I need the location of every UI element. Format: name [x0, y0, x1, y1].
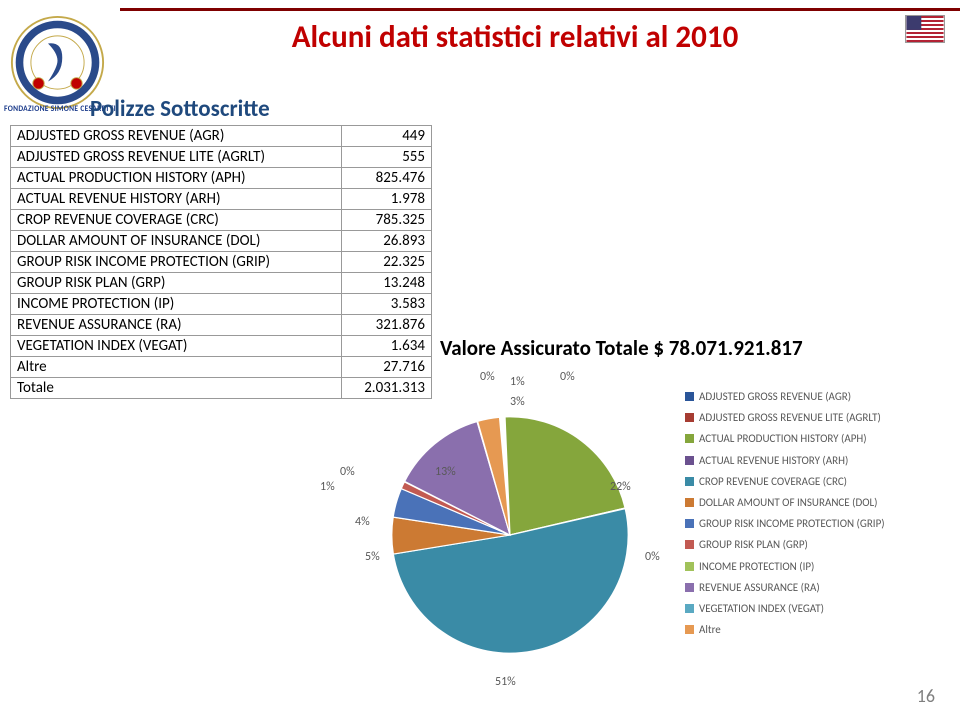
pie-percent-label: 0%: [560, 370, 575, 384]
row-label: CROP REVENUE COVERAGE (CRC): [11, 210, 342, 231]
header-rule: [120, 8, 960, 11]
pie-percent-label: 3%: [510, 395, 525, 409]
legend-label: GROUP RISK PLAN (GRP): [699, 538, 808, 551]
legend-label: CROP REVENUE COVERAGE (CRC): [699, 475, 847, 488]
row-value: 449: [342, 126, 432, 147]
row-value: 13.248: [342, 273, 432, 294]
legend-swatch: [685, 456, 694, 465]
legend-label: DOLLAR AMOUNT OF INSURANCE (DOL): [699, 496, 878, 509]
pie-percent-label: 0%: [480, 370, 495, 384]
legend-swatch: [685, 519, 694, 528]
row-value: 26.893: [342, 231, 432, 252]
row-label: ADJUSTED GROSS REVENUE (AGR): [11, 126, 342, 147]
legend-label: Altre: [699, 623, 721, 636]
chart-legend: ADJUSTED GROSS REVENUE (AGR) ADJUSTED GRO…: [685, 390, 950, 644]
legend-swatch: [685, 413, 694, 422]
legend-swatch: [685, 583, 694, 592]
legend-swatch: [685, 477, 694, 486]
row-value: 1.978: [342, 189, 432, 210]
row-label: REVENUE ASSURANCE (RA): [11, 315, 342, 336]
legend-item: ACTUAL REVENUE HISTORY (ARH): [685, 454, 950, 467]
table-row: GROUP RISK PLAN (GRP)13.248: [11, 273, 432, 294]
row-value: 3.583: [342, 294, 432, 315]
pie-percent-label: 22%: [610, 480, 631, 494]
table-row: ACTUAL REVENUE HISTORY (ARH)1.978: [11, 189, 432, 210]
legend-label: GROUP RISK INCOME PROTECTION (GRIP): [699, 517, 885, 530]
legend-swatch: [685, 562, 694, 571]
legend-label: ACTUAL REVENUE HISTORY (ARH): [699, 454, 848, 467]
row-label: ACTUAL PRODUCTION HISTORY (APH): [11, 168, 342, 189]
legend-label: REVENUE ASSURANCE (RA): [699, 581, 820, 594]
legend-label: VEGETATION INDEX (VEGAT): [699, 602, 824, 615]
legend-item: INCOME PROTECTION (IP): [685, 560, 950, 573]
legend-item: ACTUAL PRODUCTION HISTORY (APH): [685, 432, 950, 445]
pie-percent-label: 0%: [645, 550, 660, 564]
table-title: Polizze Sottoscritte: [90, 95, 270, 123]
row-value: 22.325: [342, 252, 432, 273]
legend-label: INCOME PROTECTION (IP): [699, 560, 814, 573]
legend-item: DOLLAR AMOUNT OF INSURANCE (DOL): [685, 496, 950, 509]
legend-item: ADJUSTED GROSS REVENUE (AGR): [685, 390, 950, 403]
pie-percent-label: 0%: [340, 465, 355, 479]
row-label: DOLLAR AMOUNT OF INSURANCE (DOL): [11, 231, 342, 252]
legend-swatch: [685, 540, 694, 549]
table-row: ADJUSTED GROSS REVENUE (AGR)449: [11, 126, 432, 147]
row-label: INCOME PROTECTION (IP): [11, 294, 342, 315]
legend-swatch: [685, 625, 694, 634]
pie-percent-label: 4%: [355, 515, 370, 529]
legend-item: CROP REVENUE COVERAGE (CRC): [685, 475, 950, 488]
row-value: 321.876: [342, 315, 432, 336]
legend-item: GROUP RISK PLAN (GRP): [685, 538, 950, 551]
legend-item: REVENUE ASSURANCE (RA): [685, 581, 950, 594]
page-number: 16: [917, 685, 935, 707]
row-value: 825.476: [342, 168, 432, 189]
pie-percent-label: 13%: [435, 465, 456, 479]
legend-label: ACTUAL PRODUCTION HISTORY (APH): [699, 432, 867, 445]
legend-item: VEGETATION INDEX (VEGAT): [685, 602, 950, 615]
table-row: ADJUSTED GROSS REVENUE LITE (AGRLT)555: [11, 147, 432, 168]
pie-chart: [380, 405, 640, 665]
row-value: 555: [342, 147, 432, 168]
row-label: GROUP RISK PLAN (GRP): [11, 273, 342, 294]
legend-swatch: [685, 434, 694, 443]
legend-swatch: [685, 604, 694, 613]
pie-chart-area: Valore Assicurato Totale $ 78.071.921.81…: [0, 350, 960, 700]
table-row: DOLLAR AMOUNT OF INSURANCE (DOL)26.893: [11, 231, 432, 252]
legend-item: ADJUSTED GROSS REVENUE LITE (AGRLT): [685, 411, 950, 424]
legend-item: Altre: [685, 623, 950, 636]
row-value: 785.325: [342, 210, 432, 231]
table-row: REVENUE ASSURANCE (RA)321.876: [11, 315, 432, 336]
table-row: INCOME PROTECTION (IP)3.583: [11, 294, 432, 315]
pie-percent-label: 51%: [495, 675, 516, 689]
chart-title: Valore Assicurato Totale $ 78.071.921.81…: [440, 335, 803, 361]
legend-label: ADJUSTED GROSS REVENUE (AGR): [699, 390, 851, 403]
pie-percent-label: 1%: [320, 480, 335, 494]
table-row: GROUP RISK INCOME PROTECTION (GRIP)22.32…: [11, 252, 432, 273]
legend-item: GROUP RISK INCOME PROTECTION (GRIP): [685, 517, 950, 530]
legend-swatch: [685, 498, 694, 507]
pie-percent-label: 1%: [510, 375, 525, 389]
pie-percent-label: 5%: [365, 550, 380, 564]
page-title: Alcuni dati statistici relativi al 2010: [150, 18, 880, 56]
table-row: CROP REVENUE COVERAGE (CRC)785.325: [11, 210, 432, 231]
us-flag-icon: [905, 15, 945, 43]
row-label: ADJUSTED GROSS REVENUE LITE (AGRLT): [11, 147, 342, 168]
legend-label: ADJUSTED GROSS REVENUE LITE (AGRLT): [699, 411, 881, 424]
row-label: GROUP RISK INCOME PROTECTION (GRIP): [11, 252, 342, 273]
row-label: ACTUAL REVENUE HISTORY (ARH): [11, 189, 342, 210]
legend-swatch: [685, 392, 694, 401]
table-row: ACTUAL PRODUCTION HISTORY (APH)825.476: [11, 168, 432, 189]
